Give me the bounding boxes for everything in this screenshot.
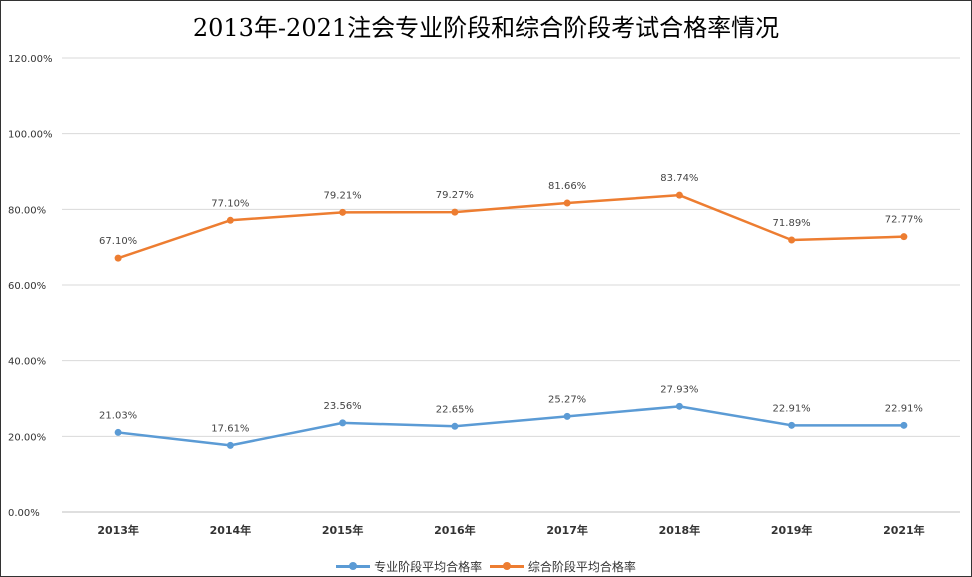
legend-label: 专业阶段平均合格率	[374, 560, 483, 574]
data-point	[788, 236, 796, 244]
data-label: 71.89%	[773, 218, 811, 229]
legend-item-comprehensive: 综合阶段平均合格率	[489, 558, 636, 575]
data-label: 81.66%	[548, 181, 586, 192]
data-label: 79.21%	[324, 190, 362, 201]
chart-title: 2013年-2021注会专业阶段和综合阶段考试合格率情况	[192, 14, 780, 42]
legend: 专业阶段平均合格率 综合阶段平均合格率	[0, 557, 972, 575]
y-tick-label: 40.00%	[8, 357, 46, 368]
data-label: 22.91%	[773, 403, 811, 414]
data-label: 25.27%	[548, 394, 586, 405]
y-tick-label: 120.00%	[8, 54, 53, 65]
data-point	[339, 208, 347, 216]
y-tick-label: 80.00%	[8, 205, 46, 216]
data-point	[788, 421, 796, 429]
legend-label: 综合阶段平均合格率	[527, 560, 636, 574]
data-label: 72.77%	[885, 215, 923, 226]
data-point	[226, 441, 234, 449]
data-point	[563, 199, 571, 207]
data-label: 23.56%	[324, 401, 362, 412]
data-point	[451, 208, 459, 216]
data-point	[900, 421, 908, 429]
y-tick-label: 0.00%	[8, 508, 40, 519]
x-tick-label: 2016年	[434, 523, 476, 537]
y-tick-label: 20.00%	[8, 432, 46, 443]
data-point	[114, 254, 122, 262]
data-point	[114, 428, 122, 436]
legend-item-professional: 专业阶段平均合格率	[336, 558, 482, 575]
data-label: 79.27%	[436, 190, 474, 201]
data-point	[900, 233, 908, 241]
x-tick-label: 2019年	[771, 523, 813, 537]
x-tick-label: 2014年	[210, 523, 252, 537]
x-tick-label: 2013年	[97, 523, 139, 537]
data-point	[226, 216, 234, 224]
series-line	[117, 193, 904, 260]
data-label: 67.10%	[99, 236, 137, 247]
y-tick-label: 100.00%	[8, 130, 53, 141]
y-tick-label: 60.00%	[8, 281, 46, 292]
series-line	[117, 405, 904, 447]
data-label: 21.03%	[99, 410, 137, 421]
x-tick-label: 2017年	[546, 523, 588, 537]
data-label: 77.10%	[211, 198, 249, 209]
data-point	[451, 422, 459, 430]
data-point	[675, 402, 683, 410]
data-point	[339, 419, 347, 427]
data-point	[675, 191, 683, 199]
data-point	[563, 412, 571, 420]
data-label: 22.91%	[885, 403, 923, 414]
x-tick-label: 2015年	[322, 523, 364, 537]
data-label: 17.61%	[211, 423, 249, 434]
x-tick-label: 2018年	[659, 523, 701, 537]
x-tick-label: 2021年	[883, 523, 925, 537]
data-label: 27.93%	[660, 384, 698, 395]
data-label: 83.74%	[660, 173, 698, 184]
data-label: 22.65%	[436, 404, 474, 415]
